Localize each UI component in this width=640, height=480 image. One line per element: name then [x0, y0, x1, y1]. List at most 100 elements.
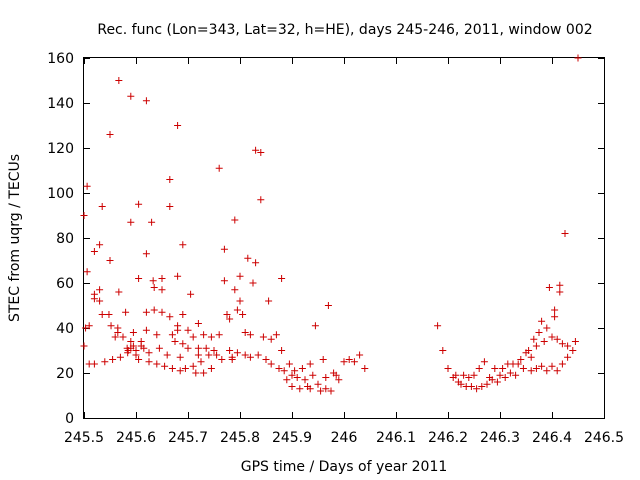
- data-point: [480, 358, 488, 366]
- data-point: [168, 331, 176, 339]
- data-point: [142, 250, 150, 258]
- data-point: [434, 322, 442, 330]
- data-point: [233, 306, 241, 314]
- data-point: [496, 371, 504, 379]
- data-point: [189, 362, 197, 370]
- data-point: [142, 97, 150, 105]
- data-point: [158, 286, 166, 294]
- data-point: [556, 288, 564, 296]
- data-point: [452, 371, 460, 379]
- data-point: [267, 360, 275, 368]
- data-point: [166, 176, 174, 183]
- data-point: [96, 286, 104, 294]
- data-point: [179, 311, 187, 318]
- data-point: [174, 272, 182, 280]
- data-point: [457, 380, 465, 388]
- data-point: [340, 358, 348, 366]
- data-point: [283, 376, 291, 384]
- data-point: [551, 313, 559, 321]
- data-point: [207, 333, 215, 341]
- y-tick-label: 100: [47, 186, 74, 202]
- data-point: [301, 376, 309, 384]
- data-point: [548, 333, 556, 341]
- data-point: [226, 347, 234, 354]
- data-point: [135, 200, 143, 208]
- data-point: [236, 272, 244, 280]
- data-point: [241, 351, 249, 359]
- data-point: [259, 333, 267, 341]
- data-point: [467, 383, 475, 390]
- data-point: [306, 360, 314, 368]
- data-point: [327, 387, 335, 395]
- data-point: [571, 338, 579, 345]
- data-point: [149, 277, 157, 285]
- data-point: [252, 259, 260, 267]
- y-tick-label: 20: [56, 366, 74, 382]
- data-point: [350, 358, 358, 366]
- data-point: [194, 351, 202, 359]
- data-point: [470, 371, 478, 379]
- data-point: [506, 369, 514, 377]
- x-tick-label: 246.4: [532, 430, 572, 446]
- data-point: [493, 378, 501, 386]
- data-point: [145, 358, 153, 366]
- data-point: [192, 369, 200, 377]
- x-tick-label: 245.8: [220, 430, 260, 446]
- data-point: [142, 308, 150, 316]
- data-point: [210, 347, 218, 354]
- data-point: [293, 374, 301, 381]
- data-point: [184, 344, 192, 352]
- data-point: [553, 335, 561, 343]
- data-point: [200, 369, 208, 377]
- data-point: [218, 356, 226, 363]
- data-point: [252, 146, 260, 154]
- data-point: [184, 326, 192, 334]
- data-point: [517, 356, 525, 363]
- x-tick-label: 246.3: [480, 430, 520, 446]
- data-point: [114, 329, 122, 336]
- data-point: [501, 374, 509, 381]
- data-point: [220, 245, 228, 253]
- data-point: [228, 356, 236, 363]
- data-point: [527, 353, 535, 361]
- data-point: [309, 371, 317, 379]
- data-point: [155, 344, 163, 352]
- data-point: [538, 317, 546, 325]
- data-point: [129, 342, 137, 350]
- data-point: [96, 297, 104, 305]
- data-point: [116, 353, 124, 361]
- data-point: [161, 362, 169, 370]
- data-point: [90, 360, 98, 368]
- data-point: [115, 288, 123, 296]
- data-point: [311, 322, 319, 330]
- data-point: [265, 297, 273, 305]
- data-point: [200, 331, 208, 339]
- data-point: [163, 351, 171, 359]
- data-point: [153, 331, 161, 339]
- data-point: [514, 360, 522, 368]
- data-point: [553, 367, 561, 375]
- data-point: [187, 290, 195, 298]
- data-point: [158, 275, 166, 282]
- x-tick-label: 245.6: [116, 430, 156, 446]
- data-point: [527, 367, 535, 375]
- data-point: [298, 365, 306, 372]
- data-point: [231, 216, 239, 224]
- data-point: [278, 347, 286, 354]
- data-point: [189, 333, 197, 341]
- data-point: [543, 324, 551, 332]
- data-point: [306, 385, 314, 393]
- data-point: [444, 365, 452, 372]
- data-point: [535, 329, 543, 336]
- data-point: [322, 374, 330, 381]
- data-point: [98, 203, 106, 210]
- data-point: [101, 358, 109, 366]
- data-point: [488, 376, 496, 384]
- data-point: [569, 347, 577, 354]
- data-point: [220, 277, 228, 285]
- data-point: [181, 365, 189, 372]
- y-tick-label: 120: [47, 141, 74, 157]
- data-point: [280, 367, 288, 375]
- data-point: [135, 356, 143, 363]
